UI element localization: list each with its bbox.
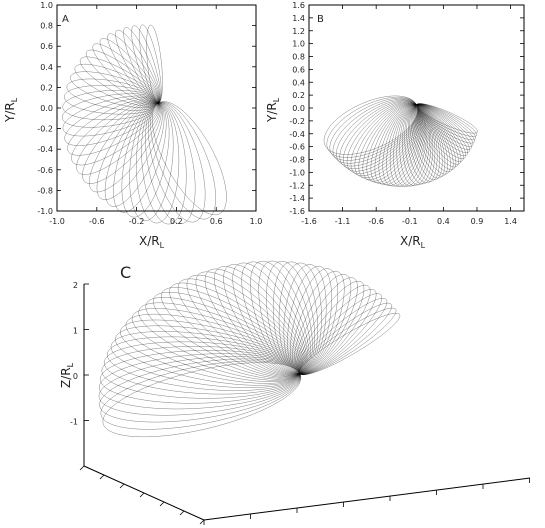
depth-tick-mark — [139, 492, 145, 498]
y-tick-label: -0.6 — [289, 143, 305, 152]
panel-b-letter: B — [317, 14, 324, 25]
z-tick-label: 1 — [73, 327, 78, 336]
y-tick-label: 0.8 — [292, 53, 305, 62]
y-tick-label: 0.0 — [40, 104, 53, 113]
panel-a: A -1.0 -0.6 -0.2 0.2 0.6 1.0 1.0 0.8 0.6 0.4 0.2 0… — [3, 1, 262, 250]
panel-c-floor-ticks — [79, 465, 530, 525]
field-loop — [299, 312, 401, 376]
x-tick-label: -1.1 — [335, 217, 351, 226]
z-tick-label: -1 — [70, 418, 78, 427]
panel-a-y-axis-label: Y/RL — [3, 97, 19, 123]
field-loop — [272, 261, 318, 375]
depth-tick-mark — [199, 519, 205, 525]
panel-b-y-ticks: 1.6 1.4 1.2 1.0 0.8 0.6 0.4 0.2 0.0 -0.2 -0.4 -0.6 -… — [289, 1, 524, 216]
depth-tick-mark — [179, 510, 185, 516]
x-tick-label: 0.4 — [437, 217, 450, 226]
y-tick-label: 0.0 — [292, 104, 305, 113]
field-loop — [292, 271, 345, 375]
panel-c-x-axis — [203, 477, 531, 521]
x-tick-label: -0.2 — [129, 217, 145, 226]
z-tick-label: 2 — [73, 281, 78, 290]
panel-b-x-axis-label: X/RL — [400, 234, 426, 250]
y-tick-label: 1.2 — [292, 27, 305, 36]
panel-c-z-ticks: 2 1 0 -1 — [70, 281, 89, 427]
z-tick-label: 0 — [73, 372, 78, 381]
panel-b-curves — [323, 95, 478, 187]
y-tick-label: 1.6 — [292, 1, 305, 10]
y-tick-label: 0.2 — [40, 83, 53, 92]
panel-c-curves — [98, 260, 401, 438]
y-tick-label: 0.4 — [292, 78, 305, 87]
y-tick-label: -1.6 — [289, 207, 305, 216]
panel-a-letter: A — [62, 14, 69, 25]
field-loop — [151, 101, 227, 216]
field-loop — [148, 102, 206, 223]
x-tick-label: -0.6 — [368, 217, 384, 226]
x-tick-label: -1.6 — [301, 217, 317, 226]
y-tick-label: 0.6 — [292, 65, 305, 74]
y-tick-label: -1.0 — [289, 168, 305, 177]
y-tick-label: -0.6 — [37, 166, 53, 175]
panel-a-x-ticks: -1.0 -0.6 -0.2 0.2 0.6 1.0 — [49, 5, 262, 226]
field-loop — [416, 103, 478, 134]
field-loop — [146, 24, 163, 104]
x-tick-label: 1.0 — [250, 217, 263, 226]
y-tick-label: -0.2 — [289, 117, 305, 126]
field-loop — [293, 274, 352, 375]
x-tick-label: 0.2 — [170, 217, 183, 226]
y-tick-label: -0.8 — [289, 156, 305, 165]
y-tick-label: 1.0 — [40, 1, 53, 10]
y-tick-label: 1.4 — [292, 14, 305, 23]
panel-b-y-axis-label: Y/RL — [265, 97, 281, 123]
y-tick-label: -0.8 — [37, 186, 53, 195]
x-tick-label: 0.9 — [471, 217, 484, 226]
panel-c-z-axis-label: Z/RL — [59, 362, 75, 388]
y-tick-label: -0.2 — [37, 125, 53, 134]
x-tick-label: -0.6 — [89, 217, 105, 226]
x-tick-label: -0.1 — [402, 217, 418, 226]
y-tick-label: 1.0 — [292, 40, 305, 49]
field-loop — [131, 308, 302, 381]
y-tick-label: -1.0 — [37, 207, 53, 216]
field-loop — [408, 104, 440, 182]
y-tick-label: 0.4 — [40, 63, 53, 72]
panel-c-letter: C — [120, 263, 131, 282]
y-tick-label: 0.2 — [292, 91, 305, 100]
panel-c: C 2 1 0 -1 Z/RL — [59, 260, 531, 525]
y-tick-label: -0.4 — [289, 130, 305, 139]
x-tick-label: 0.6 — [210, 217, 223, 226]
depth-tick-mark — [159, 501, 165, 507]
depth-tick-mark — [99, 474, 105, 480]
field-loop — [62, 95, 159, 137]
depth-tick-mark — [79, 465, 85, 471]
y-tick-label: -1.4 — [289, 194, 305, 203]
panel-b-x-ticks: -1.6 -1.1 -0.6 -0.1 0.4 0.9 1.4 — [301, 5, 517, 226]
y-tick-label: -0.4 — [37, 145, 53, 154]
panel-a-y-ticks: 1.0 0.8 0.6 0.4 0.2 0.0 -0.2 -0.4 -0.6 -0.8 -1.0 — [37, 1, 256, 216]
depth-tick-mark — [119, 483, 125, 489]
y-tick-label: 0.6 — [40, 42, 53, 51]
panel-b: B -1.6 -1.1 -0.6 -0.1 0.4 0.9 1.4 1.6 1.4 1.2 1.0… — [265, 1, 525, 250]
y-tick-label: -1.2 — [289, 181, 305, 190]
x-tick-label: -1.0 — [49, 217, 65, 226]
field-loop — [102, 362, 302, 438]
y-tick-label: 0.8 — [40, 22, 53, 31]
panel-a-x-axis-label: X/RL — [139, 234, 165, 250]
panel-a-curves — [62, 24, 227, 225]
x-tick-label: 1.4 — [504, 217, 517, 226]
